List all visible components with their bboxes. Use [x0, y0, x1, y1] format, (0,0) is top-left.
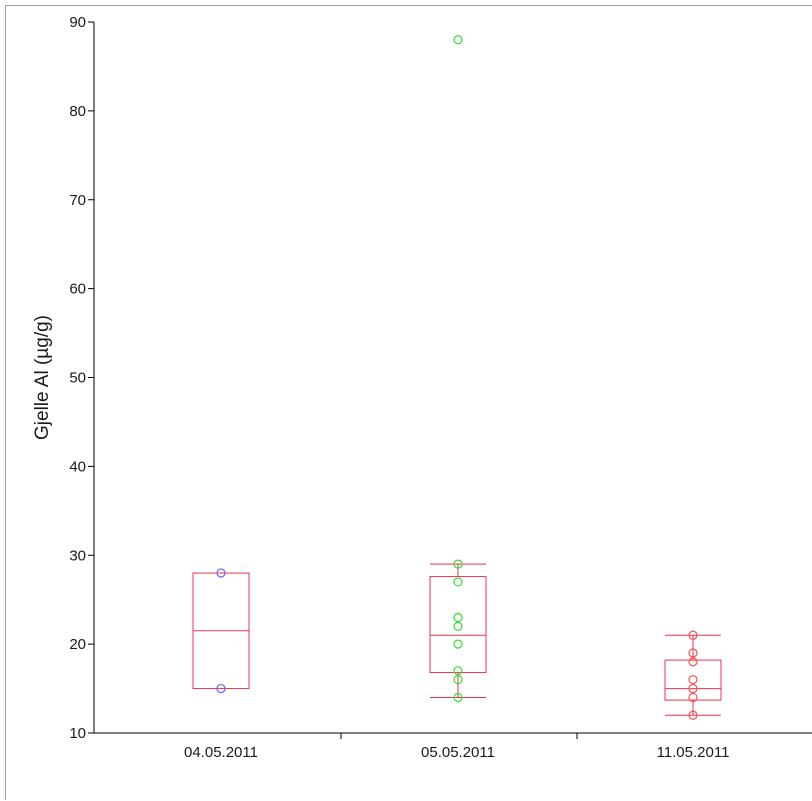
x-tick-label: 04.05.2011	[184, 744, 258, 761]
y-tick-label: 80	[69, 103, 86, 120]
y-tick-label: 20	[69, 636, 86, 653]
y-axis-ticks: 10 20 30 40 50 60 70 80 90	[69, 14, 94, 742]
data-point	[453, 621, 463, 631]
data-point	[453, 559, 463, 569]
box-iqr	[429, 576, 487, 674]
x-tick-label: 11.05.2011	[657, 744, 730, 761]
data-point	[453, 577, 463, 587]
box-plots	[192, 563, 722, 716]
data-point	[453, 666, 463, 676]
data-point	[453, 675, 463, 685]
y-tick-label: 30	[69, 547, 86, 564]
x-axis-ticks: 04.05.2011 05.05.2011 11.05.2011	[184, 733, 729, 761]
y-tick-label: 90	[69, 14, 86, 31]
data-point	[453, 639, 463, 649]
y-tick-label: 70	[69, 192, 86, 209]
data-point	[453, 35, 463, 45]
data-point	[453, 612, 463, 623]
data-point	[688, 675, 698, 685]
data-point	[688, 710, 698, 720]
y-tick-label: 40	[69, 458, 86, 475]
y-axis-title: Gjelle Al (µg/g)	[32, 315, 53, 440]
data-point	[453, 692, 463, 703]
box-iqr	[664, 659, 722, 701]
data-points	[216, 35, 698, 720]
data-point	[688, 657, 698, 667]
y-tick-label: 60	[69, 281, 86, 298]
x-tick-label: 05.05.2011	[421, 744, 495, 761]
data-point	[688, 692, 698, 703]
data-point	[688, 630, 698, 640]
y-tick-label: 50	[69, 370, 86, 387]
data-point	[688, 683, 698, 694]
y-tick-label: 10	[69, 725, 86, 742]
chart-panel: 10 20 30 40 50 60 70 80 90 04.05.2011 05.05.2011 1…	[5, 5, 812, 800]
data-point	[216, 568, 226, 578]
data-point	[216, 683, 226, 694]
box-plot-chart: 10 20 30 40 50 60 70 80 90 04.05.2011 05.05.2011 1…	[32, 14, 812, 761]
data-point	[688, 648, 698, 658]
